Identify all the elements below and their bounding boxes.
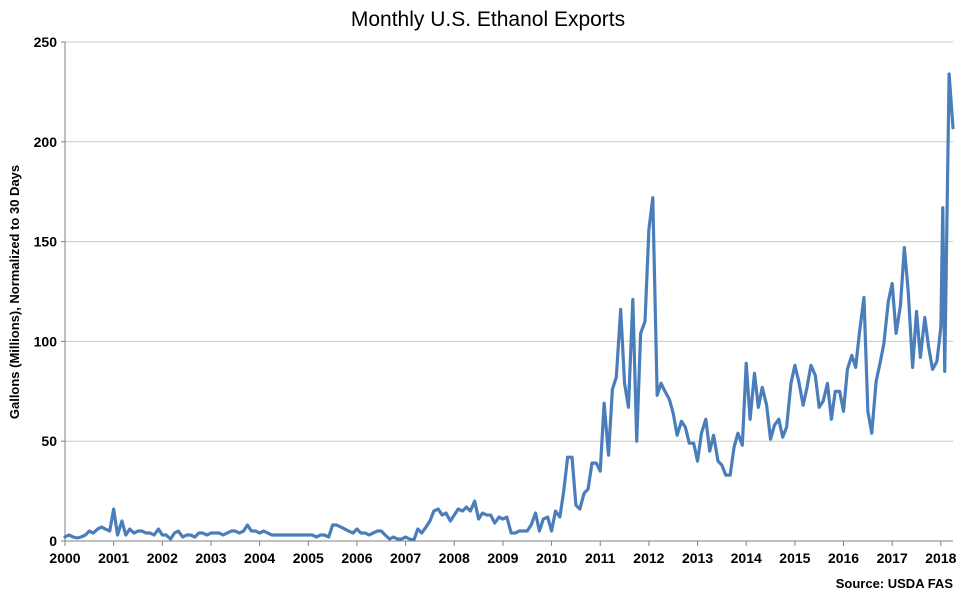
y-tick-label: 0 [49, 533, 57, 549]
x-tick-label: 2016 [828, 550, 859, 566]
y-tick-labels: 0 50 100 150 200 250 [34, 34, 58, 549]
x-tick-labels: 2000 2001 2002 2003 2004 2005 2006 2007 2008 2009… [49, 550, 956, 566]
x-tick-label: 2013 [682, 550, 713, 566]
x-tick-label: 2005 [293, 550, 324, 566]
y-tick-label: 250 [34, 34, 58, 50]
x-tick-label: 2007 [390, 550, 421, 566]
y-axis-title: Gallons (Millions), Normalized to 30 Day… [7, 165, 22, 419]
x-tick-label: 2003 [195, 550, 226, 566]
x-tick-label: 2012 [633, 550, 664, 566]
x-tick-label: 2014 [731, 550, 762, 566]
y-tick-label: 200 [34, 134, 58, 150]
x-tick-label: 2001 [98, 550, 129, 566]
y-tick-label: 100 [34, 333, 58, 349]
x-tick-label: 2015 [779, 550, 810, 566]
x-tick-label: 2018 [925, 550, 956, 566]
x-tick-label: 2006 [341, 550, 372, 566]
x-tick-label: 2008 [439, 550, 470, 566]
x-tick-label: 2010 [536, 550, 567, 566]
series-group [63, 72, 955, 542]
x-tick-label: 2017 [877, 550, 908, 566]
y-tick-label: 50 [41, 433, 57, 449]
source-note: Source: USDA FAS [836, 576, 954, 591]
x-tick-label: 2011 [585, 550, 616, 566]
gridlines [65, 41, 953, 442]
chart-title: Monthly U.S. Ethanol Exports [351, 8, 625, 31]
series-line-0 [63, 72, 955, 542]
x-tick-label: 2000 [49, 550, 80, 566]
x-tick-label: 2002 [147, 550, 178, 566]
x-tick-label: 2009 [487, 550, 518, 566]
y-tick-label: 150 [34, 234, 58, 250]
axes [61, 41, 953, 546]
x-tick-label: 2004 [244, 550, 275, 566]
